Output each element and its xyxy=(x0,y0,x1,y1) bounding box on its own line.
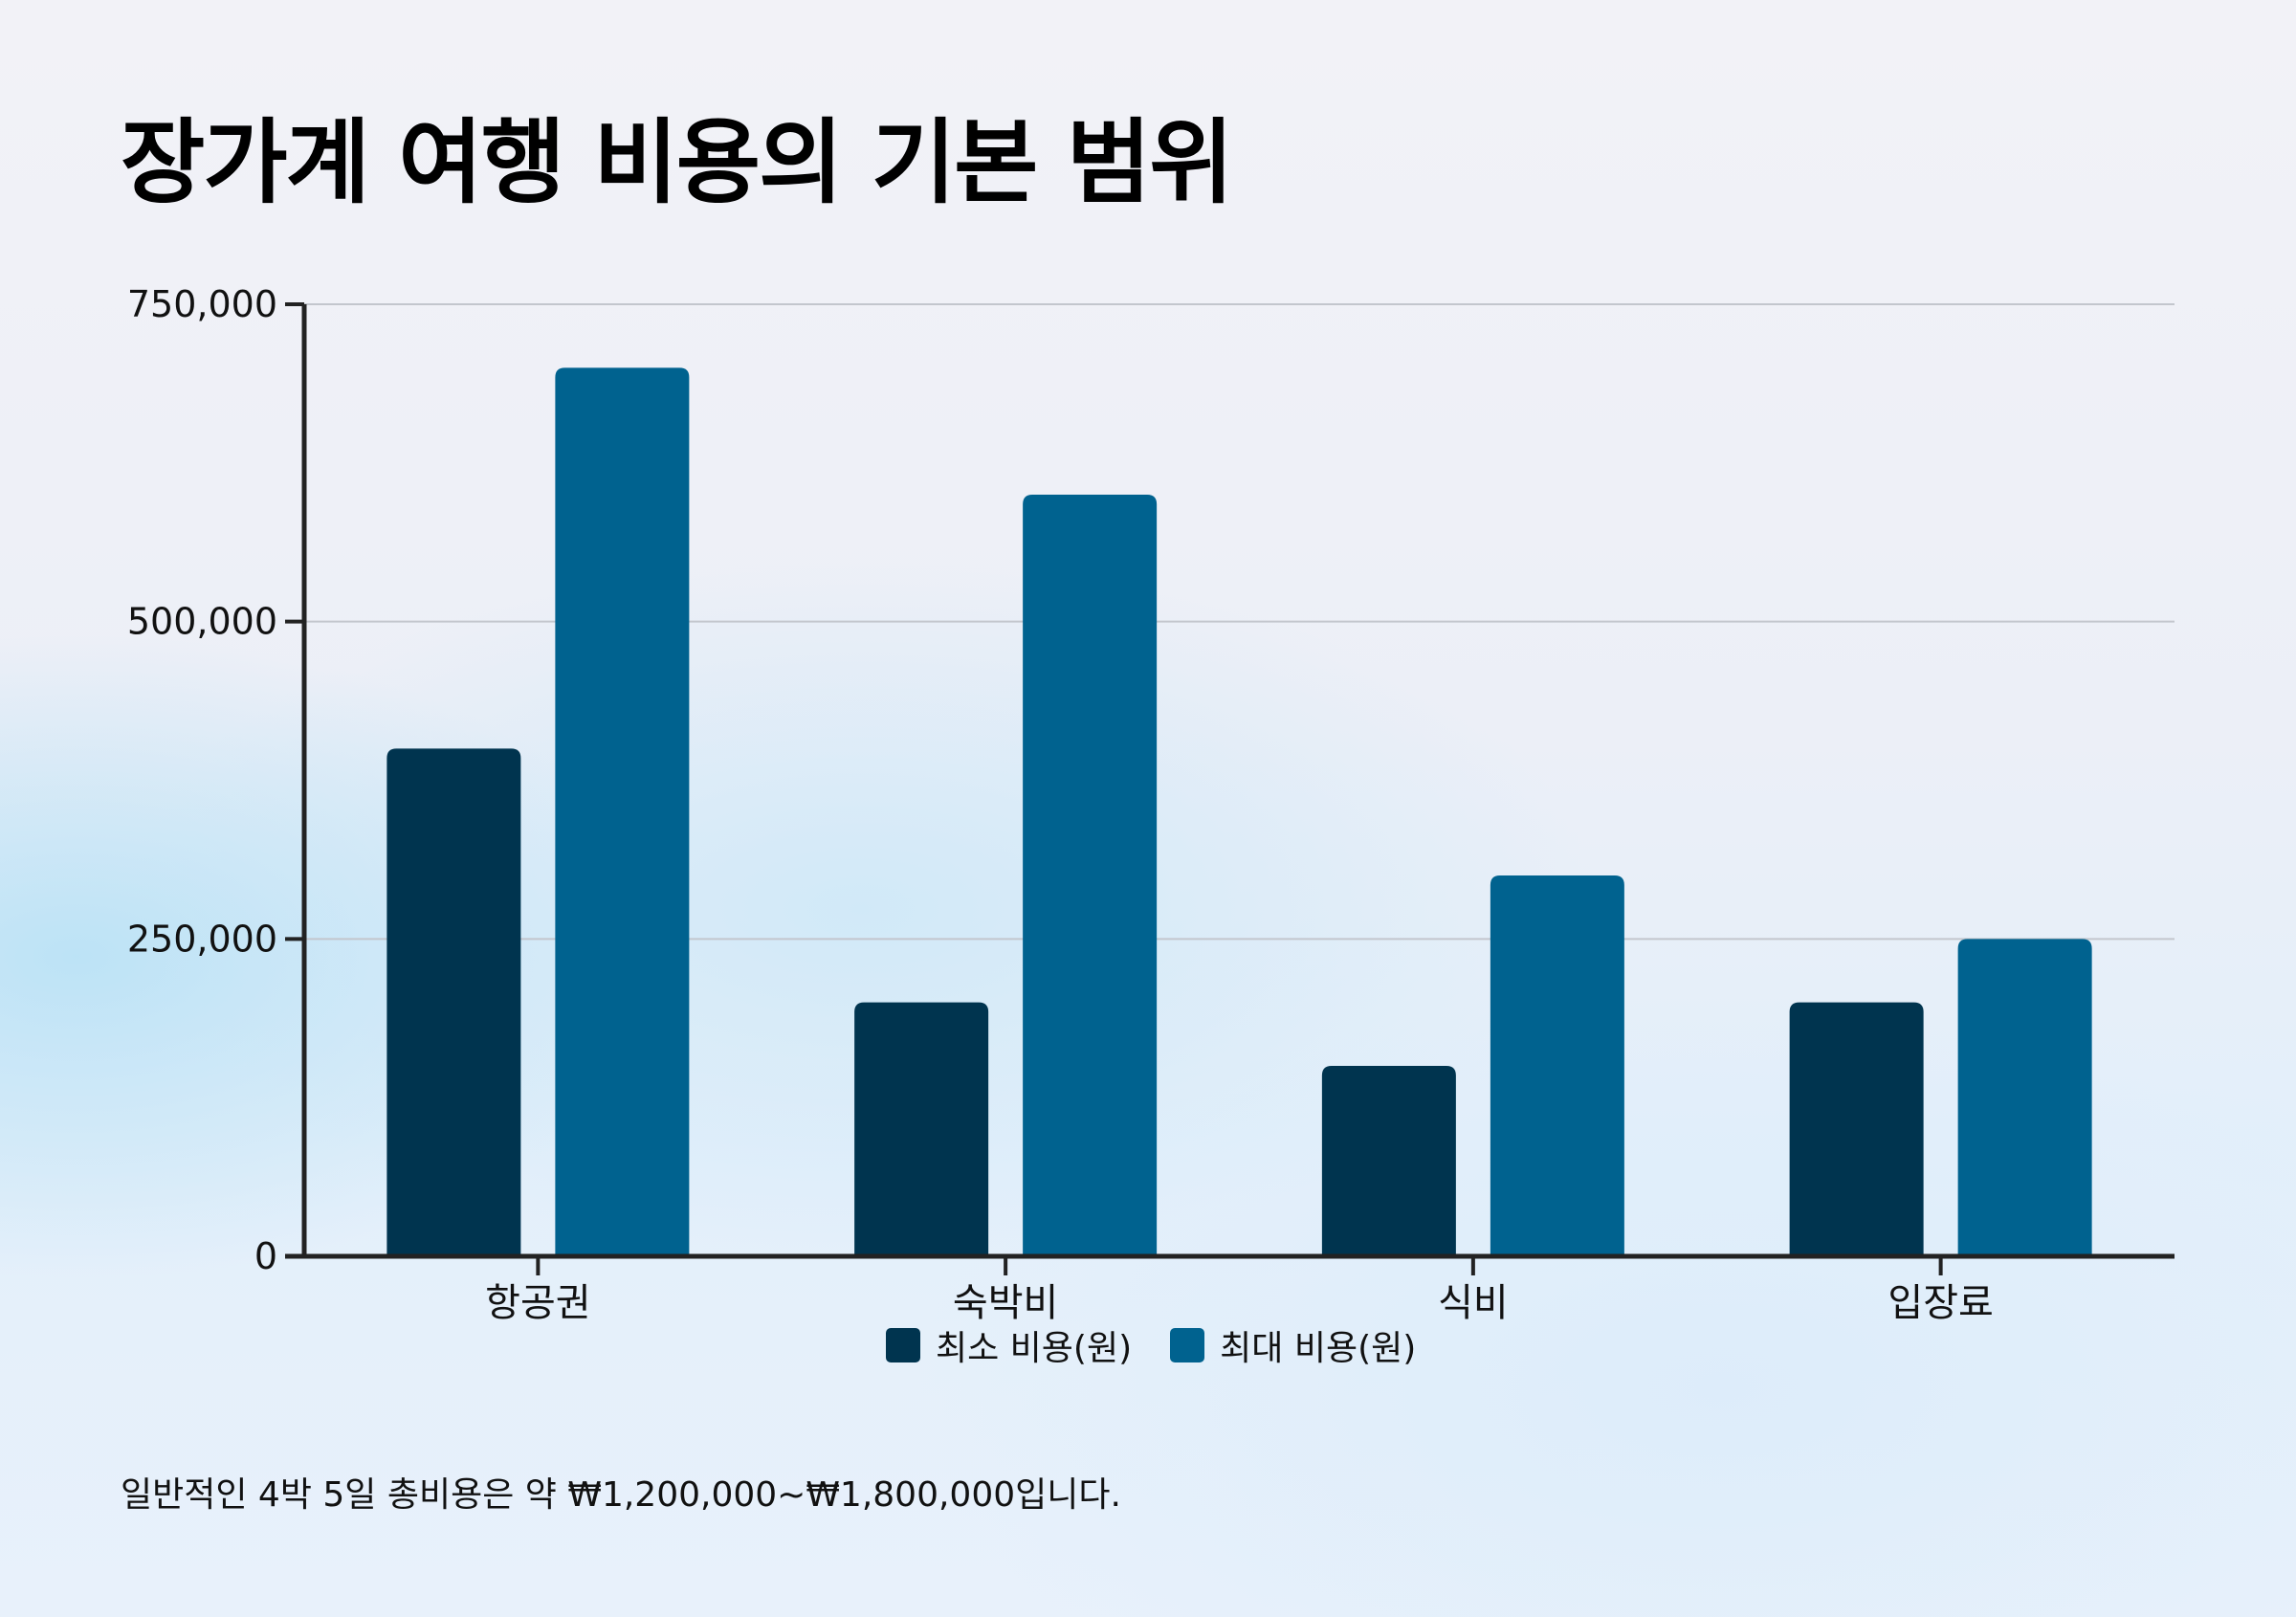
axes xyxy=(285,302,2175,1275)
bar-min-2 xyxy=(1321,1066,1456,1256)
bar-min-1 xyxy=(854,1002,989,1256)
y-tick-label: 750,000 xyxy=(127,283,277,325)
y-tick-label: 250,000 xyxy=(127,918,277,960)
x-tick-label: 항공권 xyxy=(485,1281,590,1325)
legend-item-max: 최대 비용(원) xyxy=(1170,1320,1416,1370)
bar-max-1 xyxy=(1023,495,1158,1256)
bar-max-2 xyxy=(1490,875,1624,1256)
x-tick-label: 입장료 xyxy=(1888,1281,1993,1325)
legend: 최소 비용(원) 최대 비용(원) xyxy=(886,1320,1416,1370)
x-tick-label: 식비 xyxy=(1438,1281,1509,1325)
x-tick-label: 숙박비 xyxy=(953,1281,1058,1325)
axis-labels: 0 250,000 500,000 750,000 항공권 숙박비 식비 입장료 xyxy=(127,283,1994,1325)
y-tick-label: 500,000 xyxy=(127,601,277,643)
legend-label-min: 최소 비용(원) xyxy=(936,1329,1133,1368)
bar-min-3 xyxy=(1789,1002,1924,1256)
bar-min-0 xyxy=(386,748,521,1256)
bar-max-0 xyxy=(555,367,690,1256)
bar-max-3 xyxy=(1957,939,2092,1256)
legend-swatch-min xyxy=(886,1328,920,1362)
legend-swatch-max xyxy=(1170,1328,1205,1362)
total-cost-note: 일반적인 4박 5일 총비용은 약 ₩1,200,000~₩1,800,000입… xyxy=(121,1475,1121,1515)
chart-title: 장가계 여행 비용의 기본 범위 xyxy=(121,109,1234,216)
y-tick-label: 0 xyxy=(254,1235,277,1277)
bars xyxy=(386,367,2092,1256)
legend-item-min: 최소 비용(원) xyxy=(886,1320,1132,1370)
legend-label-max: 최대 비용(원) xyxy=(1220,1329,1417,1368)
